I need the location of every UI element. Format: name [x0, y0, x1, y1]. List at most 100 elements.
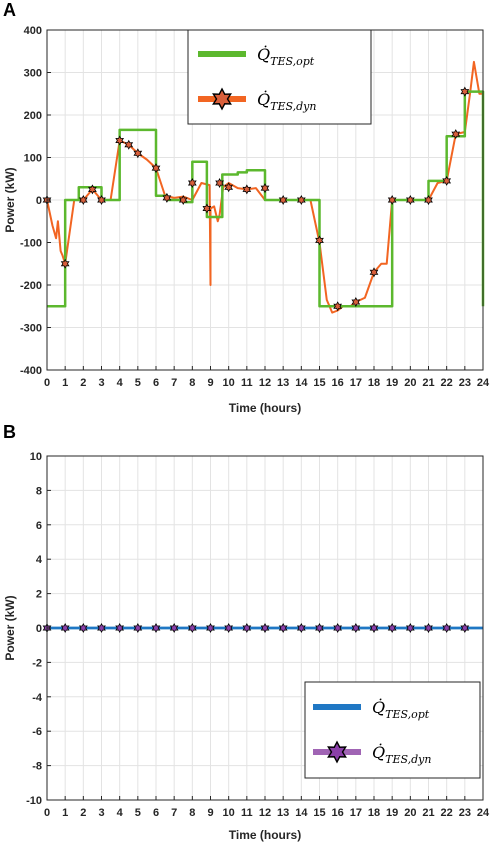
x-tick-label: 18: [368, 377, 380, 389]
x-tick-label: 14: [295, 807, 308, 819]
data-marker: [97, 194, 106, 206]
data-marker: [333, 301, 343, 312]
x-tick-label: 5: [135, 807, 141, 819]
ticks-a: 0 1 2 3 4 5 6 7 8 9 10 11 12 13 14 15 16 17 18 19 20 21 22 23 24…: [20, 25, 490, 389]
data-marker: [115, 622, 125, 634]
data-marker: [315, 622, 324, 634]
panel-a: A 0 1 2 3 4 5 6 7 8 9 10 11 12 13 14 15 16 17 18 19 20 21 22 23…: [3, 0, 490, 415]
data-marker: [88, 184, 97, 195]
x-tick-label: 0: [44, 377, 50, 389]
x-tick-label: 14: [295, 377, 308, 389]
y-tick-label: 0: [36, 195, 42, 207]
x-tick-label: 16: [332, 807, 344, 819]
data-marker: [278, 194, 288, 206]
y-tick-label: 2: [36, 589, 42, 601]
x-tick-label: 8: [189, 377, 195, 389]
x-tick-label: 9: [207, 807, 213, 819]
data-marker: [387, 622, 397, 634]
data-marker: [387, 194, 397, 206]
data-marker: [206, 622, 215, 634]
y-tick-label: -6: [32, 726, 42, 738]
x-axis-label-b: Time (hours): [229, 828, 301, 842]
data-marker: [178, 194, 188, 206]
x-tick-label: 24: [477, 807, 490, 819]
x-tick-label: 3: [98, 377, 104, 389]
x-tick-label: 13: [277, 807, 289, 819]
x-tick-label: 7: [171, 807, 177, 819]
data-marker: [460, 86, 470, 97]
y-tick-label: -200: [20, 280, 42, 292]
legend-box-b: [304, 681, 481, 779]
data-marker: [224, 622, 234, 634]
x-tick-label: 4: [117, 377, 124, 389]
data-marker: [369, 267, 379, 278]
data-marker: [242, 184, 252, 195]
x-tick-label: 4: [117, 807, 124, 819]
data-marker: [278, 622, 288, 634]
x-tick-label: 12: [259, 807, 271, 819]
x-tick-label: 17: [350, 807, 362, 819]
x-tick-label: 12: [259, 377, 271, 389]
legend-label-opt-b: Q̇TES,opt: [372, 698, 430, 721]
data-marker: [202, 203, 212, 214]
y-tick-label: 8: [36, 485, 42, 497]
x-tick-label: 7: [171, 377, 177, 389]
x-tick-label: 5: [135, 377, 141, 389]
data-marker: [124, 139, 134, 150]
x-tick-label: 21: [422, 377, 434, 389]
x-tick-label: 18: [368, 807, 380, 819]
data-marker: [260, 183, 270, 194]
y-tick-label: -2: [32, 657, 42, 669]
data-marker: [224, 182, 234, 193]
data-marker: [333, 622, 343, 634]
data-marker: [133, 622, 143, 634]
series-a: [42, 60, 485, 314]
legend-label-dyn-b: Q̇TES,dyn: [372, 743, 431, 766]
x-tick-label: 10: [223, 377, 235, 389]
data-marker: [460, 622, 470, 634]
x-tick-label: 22: [441, 807, 453, 819]
x-tick-label: 2: [80, 377, 86, 389]
data-marker: [162, 192, 172, 203]
data-marker: [187, 177, 197, 189]
data-marker: [133, 148, 143, 159]
data-marker: [151, 163, 161, 174]
x-tick-label: 6: [153, 377, 159, 389]
panel-label-b: B: [3, 422, 16, 442]
y-axis-label-b: Power (kW): [3, 595, 17, 660]
legend-b: Q̇TES,opt Q̇TES,dyn: [304, 681, 481, 779]
data-marker: [60, 258, 70, 269]
data-marker: [215, 177, 224, 189]
data-marker: [187, 622, 197, 634]
y-tick-label: -300: [20, 323, 42, 335]
y-tick-label: 400: [24, 25, 42, 37]
x-tick-label: 11: [241, 377, 253, 389]
data-marker: [442, 175, 452, 186]
legend-star-a: [212, 87, 232, 111]
y-tick-label: -8: [32, 761, 42, 773]
y-tick-label: -100: [20, 238, 42, 250]
data-marker: [351, 296, 361, 308]
data-marker: [424, 194, 433, 206]
ticks-b: 0 1 2 3 4 5 6 7 8 9 10 11 12 13 14 15 16 17 18 19 20 21 22 23 24…: [26, 451, 490, 819]
panel-label-a: A: [3, 0, 16, 20]
x-tick-label: 19: [386, 807, 398, 819]
data-marker: [369, 622, 379, 634]
data-marker: [260, 622, 270, 634]
series-line-tes-opt: [47, 90, 485, 308]
x-tick-label: 9: [207, 377, 213, 389]
x-tick-label: 23: [459, 377, 471, 389]
y-tick-label: 6: [36, 520, 42, 532]
y-axis-label-a: Power (kW): [3, 167, 17, 232]
y-tick-label: -10: [26, 795, 42, 807]
y-tick-label: 100: [24, 153, 42, 165]
x-tick-label: 15: [313, 807, 325, 819]
x-tick-label: 0: [44, 807, 50, 819]
y-tick-label: 300: [24, 68, 42, 80]
x-tick-label: 2: [80, 807, 86, 819]
data-marker: [315, 235, 324, 246]
y-tick-label: 4: [36, 554, 43, 566]
data-marker: [60, 622, 70, 634]
x-tick-label: 13: [277, 377, 289, 389]
data-marker: [151, 622, 161, 634]
